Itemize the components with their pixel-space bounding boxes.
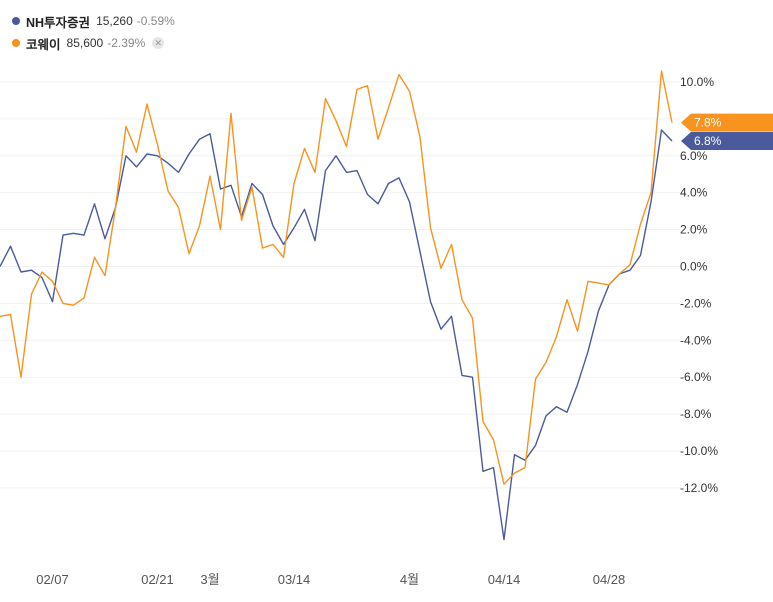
y-tick-label: -8.0%: [680, 407, 712, 421]
series-nh: [0, 129, 673, 541]
series-coway: [0, 70, 673, 485]
legend-stock-price: 85,600: [66, 36, 104, 50]
close-icon[interactable]: ✕: [152, 37, 165, 49]
series-color-dot: [12, 39, 20, 47]
x-tick-label: 04/28: [593, 572, 626, 587]
x-tick-label: 3월: [200, 572, 219, 587]
gridlines: [0, 81, 680, 489]
legend-stock-price: 15,260: [96, 14, 133, 28]
y-tick-label: 4.0%: [680, 186, 708, 200]
series-line: [0, 70, 673, 485]
y-tick-label: -6.0%: [680, 370, 712, 384]
y-tick-label: 2.0%: [680, 223, 708, 237]
last-value-badge: 6.8%: [681, 132, 773, 151]
legend-stock-name: 코웨이: [26, 37, 61, 52]
legend-item-nh[interactable]: NH투자증권 15,260 -0.59%: [12, 10, 175, 32]
legend-item-coway[interactable]: 코웨이 85,600 -2.39% ✕: [12, 32, 175, 54]
x-tick-label: 03/14: [278, 572, 311, 587]
badge-label: 6.8%: [694, 134, 722, 148]
x-tick-label: 04/14: [488, 572, 521, 587]
badge-shape: [681, 132, 773, 151]
legend-stock-change: -2.39%: [107, 36, 146, 50]
y-tick-label: -4.0%: [680, 333, 712, 347]
y-tick-label: 10.0%: [680, 75, 714, 89]
legend-stock-change: -0.59%: [136, 14, 175, 28]
y-tick-label: -10.0%: [680, 444, 718, 458]
y-tick-label: 6.0%: [680, 149, 708, 163]
legend: NH투자증권 15,260 -0.59% 코웨이 85,600 -2.39% ✕: [12, 10, 175, 54]
x-tick-label: 4월: [400, 572, 419, 587]
series-line: [0, 129, 673, 541]
badge-label: 7.8%: [694, 116, 722, 130]
y-tick-label: -12.0%: [680, 481, 718, 495]
x-tick-label: 02/07: [36, 572, 69, 587]
badge-shape: [681, 113, 773, 132]
series-color-dot: [12, 17, 20, 25]
x-tick-label: 02/21: [141, 572, 174, 587]
y-tick-label: 0.0%: [680, 260, 708, 274]
legend-stock-name: NH투자증권: [26, 15, 91, 30]
y-tick-label: -2.0%: [680, 296, 712, 310]
last-value-badge: 7.8%: [681, 113, 773, 132]
